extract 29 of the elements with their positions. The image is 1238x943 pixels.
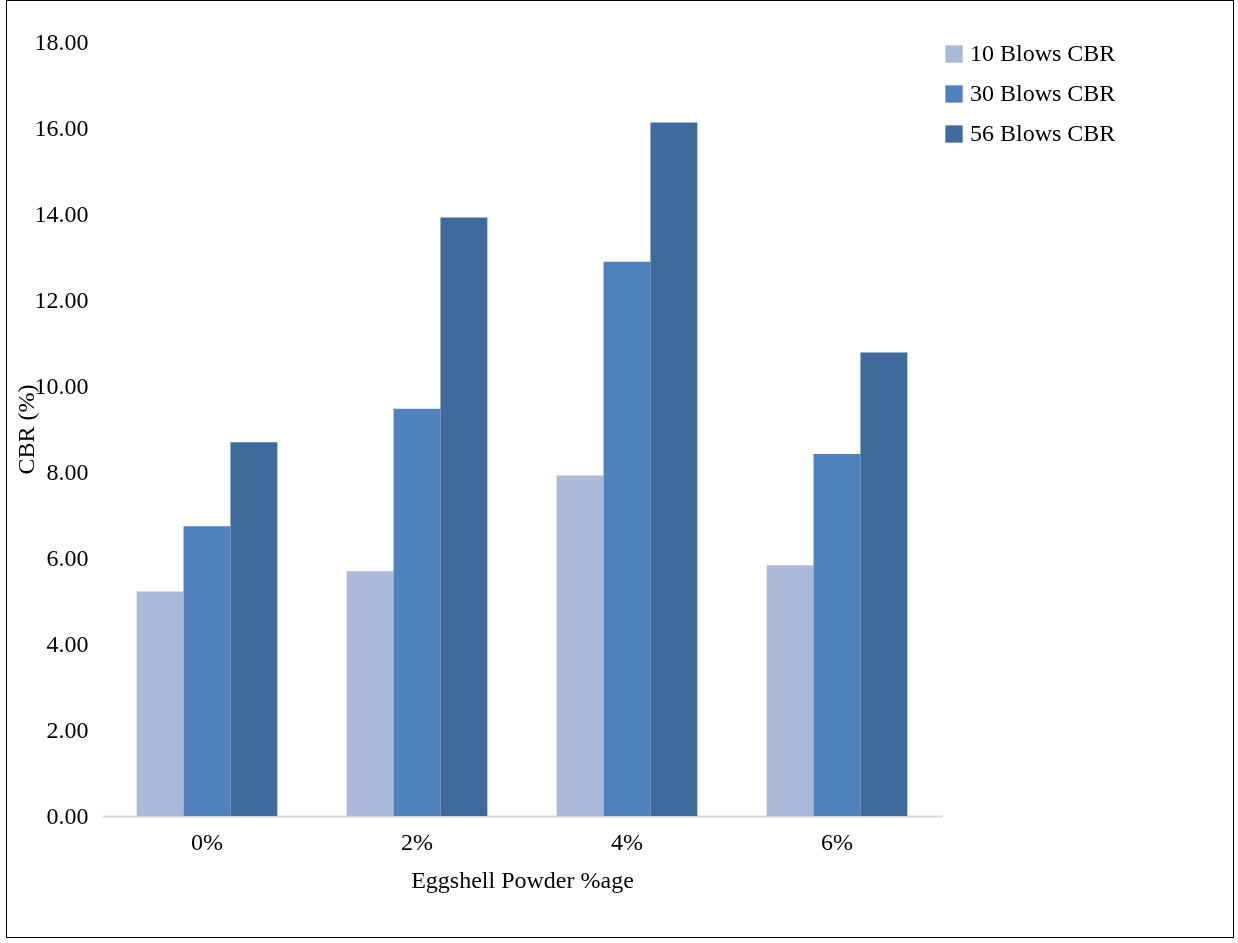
bar — [440, 217, 488, 816]
x-axis-title: Eggshell Powder %age — [411, 866, 634, 893]
bar — [650, 122, 698, 816]
bar — [813, 453, 861, 816]
x-tick-label: 2% — [401, 828, 433, 855]
bar — [183, 526, 231, 816]
x-tick-label: 4% — [611, 828, 643, 855]
x-tick-label: 0% — [191, 828, 223, 855]
y-tick-label: 14.00 — [34, 200, 89, 227]
bar — [556, 475, 604, 816]
bar — [230, 442, 278, 816]
x-tick-label: 6% — [821, 828, 853, 855]
y-tick-label: 0.00 — [46, 802, 89, 829]
bar — [766, 565, 814, 816]
y-tick-label: 4.00 — [46, 630, 89, 657]
legend-label: 56 Blows CBR — [970, 120, 1116, 146]
y-tick-label: 6.00 — [46, 544, 89, 571]
y-tick-label: 8.00 — [46, 458, 89, 485]
y-tick-label: 12.00 — [34, 286, 89, 313]
y-tick-label: 2.00 — [46, 716, 89, 743]
bar — [860, 352, 908, 816]
bar — [346, 571, 394, 816]
y-tick-label: 16.00 — [34, 114, 89, 141]
bar — [603, 261, 651, 816]
legend-label: 30 Blows CBR — [970, 80, 1116, 106]
legend-label: 10 Blows CBR — [970, 40, 1116, 66]
bar — [393, 408, 441, 816]
y-tick-label: 18.00 — [34, 28, 89, 55]
bar — [136, 591, 184, 816]
